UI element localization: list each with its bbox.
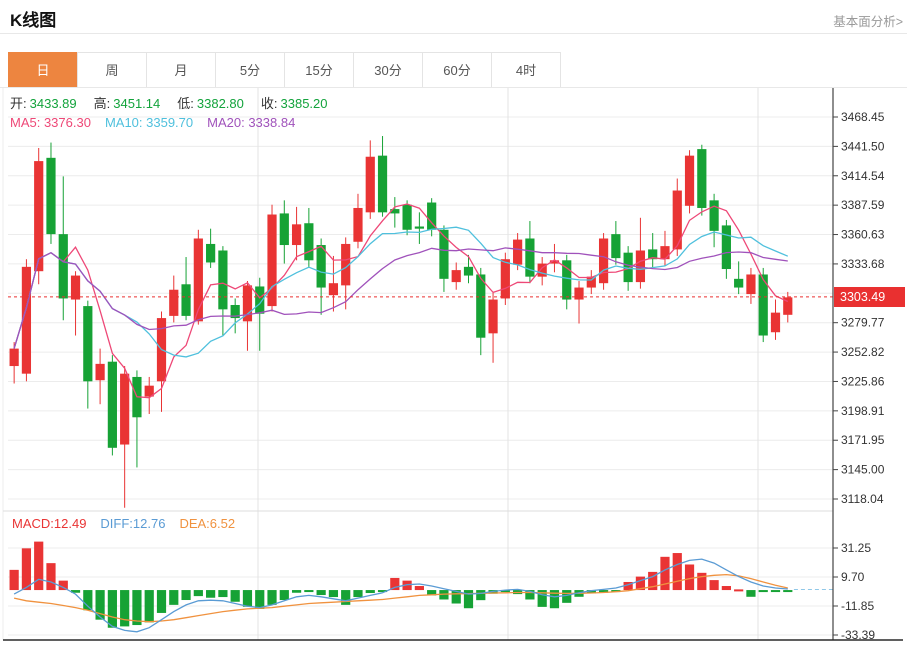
fundamental-analysis-link[interactable]: 基本面分析> [833,15,903,29]
macd-legend-item: MACD:12.49 [12,516,87,531]
axis-tick-label: 3333.68 [841,257,885,271]
axis-tick-label: -33.39 [841,628,875,642]
tab-day[interactable]: 日 [8,52,78,88]
ohlc-value: 3433.89 [29,96,77,111]
overlay-lines [8,203,833,633]
macd-legend-item: DEA:6.52 [179,516,236,531]
axis-tick-label: 3360.63 [841,228,885,242]
title-divider [0,33,907,34]
axis-tick-label: -11.85 [841,599,874,613]
axis-tick-label: 3145.00 [841,463,885,477]
ohlc-label: 低: [177,96,194,111]
ohlc-value: 3385.20 [280,96,328,111]
gridlines [8,88,833,640]
axis-tick-label: 3387.59 [841,198,885,212]
price-axis: 3468.45 3441.50 3414.54 3387.59 3360.63 3333.… [2,88,903,642]
axis-tick-label: 9.70 [841,570,865,584]
axis-tick-label: 3198.91 [841,404,885,418]
axis-tick-label: 3441.50 [841,139,885,153]
timeframe-tabs: 日周月 5分 15分 30分 60分 4时 [8,52,561,88]
axis-tick-label: 3414.54 [841,169,885,183]
tab-30min[interactable]: 30分 [353,52,423,88]
tab-60min[interactable]: 60分 [422,52,492,88]
ohlc-legend: 开: 3433.89 高: 3451.14 低: 3382.80 收: 3385.20 [10,93,345,112]
candles-layer [9,136,793,508]
ma-legend-item: MA10: 3359.70 [104,115,194,130]
ohlc-value: 3451.14 [113,96,161,111]
ma-legend-item: MA5: 3376.30 [10,115,91,130]
axis-tick-label: 3225.86 [841,374,885,388]
macd-legend-item: DIFF:12.76 [100,516,166,531]
ohlc-label: 高: [93,96,111,111]
ohlc-value: 3382.80 [196,96,244,111]
tab-4hour[interactable]: 4时 [491,52,561,88]
axis-tick-label: 31.25 [841,541,871,555]
current-price-badge: 3303.49 [834,286,905,307]
dea-line [13,573,788,623]
ohlc-label: 收: [260,96,278,111]
ma-legend: MA5: 3376.30 MA10: 3359.70 MA20: 3338.84 [10,115,309,130]
diff-line [13,558,788,633]
tab-5min[interactable]: 5分 [215,52,285,88]
axis-tick-label: 3279.77 [841,316,885,330]
axis-tick-label: 3118.04 [841,492,884,506]
macd-histogram [9,541,793,628]
page-title: K线图 [10,11,57,30]
ma-legend-item: MA20: 3338.84 [207,115,296,130]
ohlc-label: 开: [10,96,27,111]
macd-legend: MACD:12.49 DIFF:12.76 DEA:6.52 [12,516,249,531]
axis-tick-label: 3171.95 [841,433,885,447]
tabs-divider [0,87,907,88]
axis-tick-label: 3468.45 [841,110,885,124]
axis-tick-label: 3252.82 [841,345,885,359]
tab-week[interactable]: 周 [77,52,147,88]
